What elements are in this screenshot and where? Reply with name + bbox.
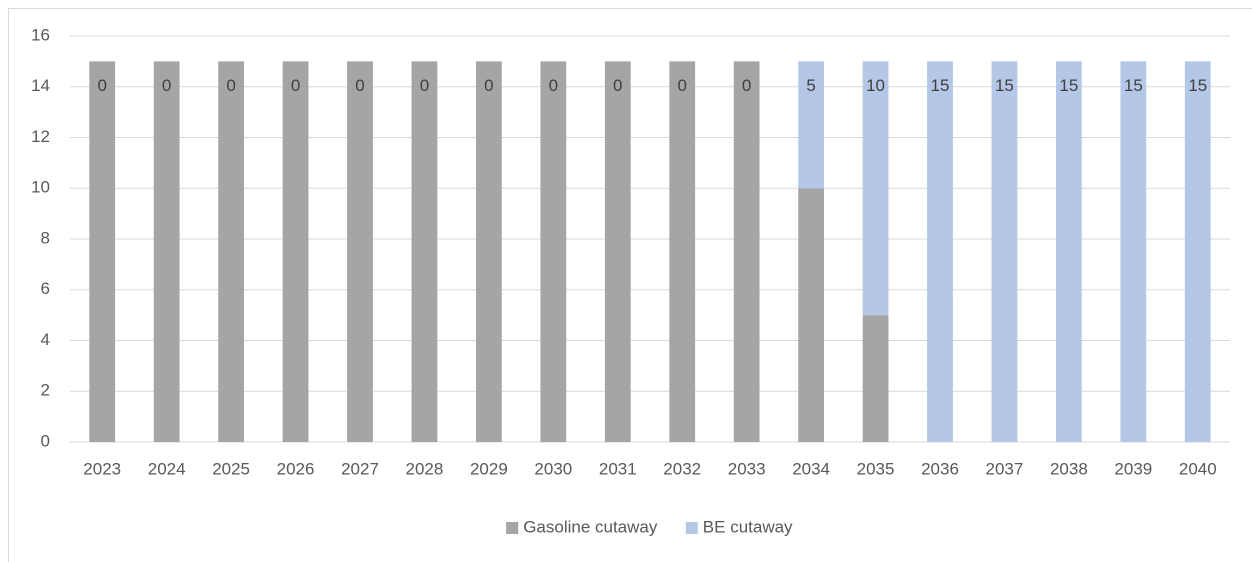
bar-segment [798, 61, 824, 189]
x-tick-label: 2034 [792, 459, 830, 478]
data-label: 0 [226, 76, 235, 95]
x-tick-label: 2031 [599, 459, 637, 478]
legend-label: Gasoline cutaway [523, 517, 658, 536]
x-tick-label: 2033 [728, 459, 766, 478]
y-tick-label: 14 [31, 76, 50, 95]
x-tick-label: 2026 [277, 459, 315, 478]
chart-border [8, 8, 1252, 562]
legend-label: BE cutaway [703, 517, 793, 536]
bar-segment [862, 61, 889, 316]
data-label: 15 [1188, 76, 1207, 95]
data-label: 10 [866, 76, 885, 95]
x-tick-label: 2036 [921, 459, 959, 478]
y-tick-label: 12 [31, 127, 50, 146]
y-tick-label: 2 [41, 381, 50, 400]
data-label: 0 [420, 76, 429, 95]
data-label: 0 [484, 76, 493, 95]
bar-segment [1120, 61, 1147, 442]
x-tick-label: 2025 [212, 459, 250, 478]
data-label: 0 [97, 76, 106, 95]
y-tick-label: 4 [41, 330, 50, 349]
x-tick-label: 2028 [406, 459, 444, 478]
bar-segment [991, 61, 1018, 442]
bar-segment [733, 61, 760, 442]
bar-segment [798, 188, 824, 442]
x-tick-label: 2030 [534, 459, 572, 478]
x-tick-label: 2024 [148, 459, 186, 478]
x-tick-label: 2027 [341, 459, 379, 478]
data-label: 0 [355, 76, 364, 95]
bar-segment [669, 61, 696, 442]
y-tick-label: 10 [31, 178, 50, 197]
y-tick-label: 6 [41, 279, 50, 298]
bar-segment [218, 61, 244, 442]
x-tick-label: 2032 [663, 459, 701, 478]
x-tick-label: 2039 [1114, 459, 1152, 478]
data-label: 0 [742, 76, 751, 95]
bar-segment [862, 315, 889, 442]
data-label: 5 [806, 76, 815, 95]
y-tick-label: 8 [41, 228, 50, 247]
bar-segment [347, 61, 373, 442]
data-label: 0 [613, 76, 622, 95]
bar-segment [282, 61, 309, 442]
bar-segment [89, 61, 116, 442]
bar-segment [476, 61, 502, 442]
bar-segment [1056, 61, 1082, 442]
data-label: 0 [162, 76, 171, 95]
x-tick-label: 2040 [1179, 459, 1217, 478]
data-label: 0 [549, 76, 558, 95]
data-label: 0 [677, 76, 686, 95]
x-tick-label: 2035 [857, 459, 895, 478]
bar-segment [540, 61, 567, 442]
x-tick-label: 2037 [986, 459, 1024, 478]
bar-segment [927, 61, 953, 442]
data-label: 0 [291, 76, 300, 95]
bar-segment [411, 61, 438, 442]
bar-segment [1184, 61, 1211, 442]
legend-swatch [506, 522, 519, 534]
data-label: 15 [1059, 76, 1078, 95]
x-tick-label: 2038 [1050, 459, 1088, 478]
x-tick-label: 2029 [470, 459, 508, 478]
bar-segment [604, 61, 631, 442]
x-tick-label: 2023 [83, 459, 121, 478]
data-label: 15 [931, 76, 950, 95]
y-tick-label: 0 [41, 431, 50, 450]
bar-segment [153, 61, 180, 442]
y-tick-label: 16 [31, 25, 50, 44]
data-label: 15 [995, 76, 1014, 95]
legend-swatch [685, 522, 698, 534]
data-label: 15 [1124, 76, 1143, 95]
